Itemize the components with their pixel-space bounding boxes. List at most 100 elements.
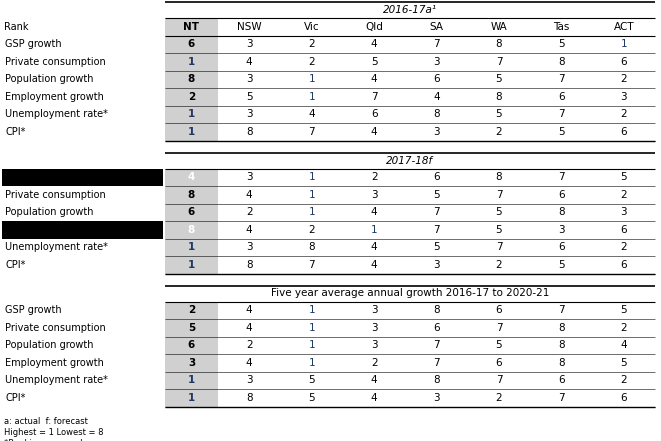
Text: 3: 3 xyxy=(558,225,564,235)
Text: 3: 3 xyxy=(433,57,440,67)
Text: Population growth: Population growth xyxy=(5,74,93,84)
Text: 8: 8 xyxy=(188,190,195,200)
Text: 7: 7 xyxy=(496,190,502,200)
Text: 5: 5 xyxy=(496,207,502,217)
Text: a: actual  f: forecast: a: actual f: forecast xyxy=(4,417,88,426)
Text: 4: 4 xyxy=(371,207,377,217)
Text: 2: 2 xyxy=(621,375,627,385)
Text: 6: 6 xyxy=(558,190,564,200)
Text: 3: 3 xyxy=(433,393,440,403)
Text: 4: 4 xyxy=(188,172,195,182)
Text: Employment growth: Employment growth xyxy=(5,358,104,368)
Text: 7: 7 xyxy=(558,172,564,182)
Text: 7: 7 xyxy=(433,358,440,368)
Text: Population growth: Population growth xyxy=(5,207,93,217)
Text: SA: SA xyxy=(430,22,444,32)
Text: 4: 4 xyxy=(371,375,377,385)
Text: 5: 5 xyxy=(433,242,440,252)
Text: 4: 4 xyxy=(308,109,315,119)
Text: 2: 2 xyxy=(308,39,315,49)
Text: 1: 1 xyxy=(308,323,315,333)
Text: 6: 6 xyxy=(558,92,564,102)
Bar xyxy=(165,319,218,336)
Bar xyxy=(165,53,218,71)
Text: 7: 7 xyxy=(308,127,315,137)
Text: ACT: ACT xyxy=(613,22,634,32)
Text: 7: 7 xyxy=(558,393,564,403)
Bar xyxy=(165,239,218,256)
Text: Qld: Qld xyxy=(365,22,383,32)
Text: 3: 3 xyxy=(371,190,377,200)
Text: 1: 1 xyxy=(308,305,315,315)
Text: 3: 3 xyxy=(246,74,253,84)
Text: 8: 8 xyxy=(308,242,315,252)
Text: 1: 1 xyxy=(308,92,315,102)
Text: 4: 4 xyxy=(433,92,440,102)
Text: 2: 2 xyxy=(188,92,195,102)
Text: 3: 3 xyxy=(433,127,440,137)
Text: Five year average annual growth 2016-17 to 2020-21: Five year average annual growth 2016-17 … xyxy=(271,288,549,299)
Text: 6: 6 xyxy=(558,375,564,385)
Text: 5: 5 xyxy=(621,305,627,315)
Text: 3: 3 xyxy=(433,260,440,270)
Text: 1: 1 xyxy=(308,74,315,84)
Text: 2: 2 xyxy=(496,260,502,270)
Bar xyxy=(165,354,218,371)
Text: WA: WA xyxy=(490,22,507,32)
Text: 1: 1 xyxy=(188,260,195,270)
Text: CPI*: CPI* xyxy=(5,393,25,403)
Text: 3: 3 xyxy=(371,305,377,315)
Text: 3: 3 xyxy=(371,323,377,333)
Text: *Ranking reversed: *Ranking reversed xyxy=(4,439,83,441)
Text: 8: 8 xyxy=(496,92,502,102)
Text: 8: 8 xyxy=(433,109,440,119)
Text: 6: 6 xyxy=(433,172,440,182)
Text: 6: 6 xyxy=(371,109,377,119)
Text: Unemployment rate*: Unemployment rate* xyxy=(5,109,108,119)
Text: 2: 2 xyxy=(246,340,253,350)
Text: 5: 5 xyxy=(246,92,253,102)
Text: 1: 1 xyxy=(308,190,315,200)
Bar xyxy=(165,18,218,35)
Text: 2: 2 xyxy=(621,323,627,333)
Text: 3: 3 xyxy=(246,172,253,182)
Text: 6: 6 xyxy=(188,207,195,217)
Text: 6: 6 xyxy=(188,39,195,49)
Text: 6: 6 xyxy=(188,340,195,350)
Text: 1: 1 xyxy=(188,242,195,252)
Text: 3: 3 xyxy=(246,109,253,119)
Text: 3: 3 xyxy=(246,242,253,252)
Text: 7: 7 xyxy=(371,92,377,102)
Text: 7: 7 xyxy=(496,57,502,67)
Text: 4: 4 xyxy=(246,190,253,200)
Text: GSP growth: GSP growth xyxy=(5,39,61,49)
Text: 6: 6 xyxy=(621,260,627,270)
Text: 5: 5 xyxy=(621,172,627,182)
Text: 7: 7 xyxy=(558,109,564,119)
Bar xyxy=(165,123,218,141)
Text: 4: 4 xyxy=(371,74,377,84)
Text: 7: 7 xyxy=(433,207,440,217)
Text: 2: 2 xyxy=(621,74,627,84)
Text: 8: 8 xyxy=(558,323,564,333)
Text: 6: 6 xyxy=(621,57,627,67)
Text: 6: 6 xyxy=(496,305,502,315)
Text: 8: 8 xyxy=(558,340,564,350)
Text: 2016-17a¹: 2016-17a¹ xyxy=(383,5,437,15)
Text: 2: 2 xyxy=(371,172,377,182)
Bar xyxy=(165,389,218,407)
Text: 7: 7 xyxy=(496,242,502,252)
Text: 2: 2 xyxy=(621,109,627,119)
Text: 7: 7 xyxy=(558,305,564,315)
Text: 7: 7 xyxy=(433,340,440,350)
Text: 2: 2 xyxy=(308,57,315,67)
Text: 1: 1 xyxy=(188,109,195,119)
Text: 5: 5 xyxy=(433,190,440,200)
Text: 6: 6 xyxy=(433,323,440,333)
Text: Tas: Tas xyxy=(553,22,570,32)
Text: 2017-18f: 2017-18f xyxy=(387,156,434,165)
Text: 2: 2 xyxy=(371,358,377,368)
Text: 4: 4 xyxy=(371,260,377,270)
Text: 7: 7 xyxy=(433,225,440,235)
Text: 8: 8 xyxy=(558,57,564,67)
